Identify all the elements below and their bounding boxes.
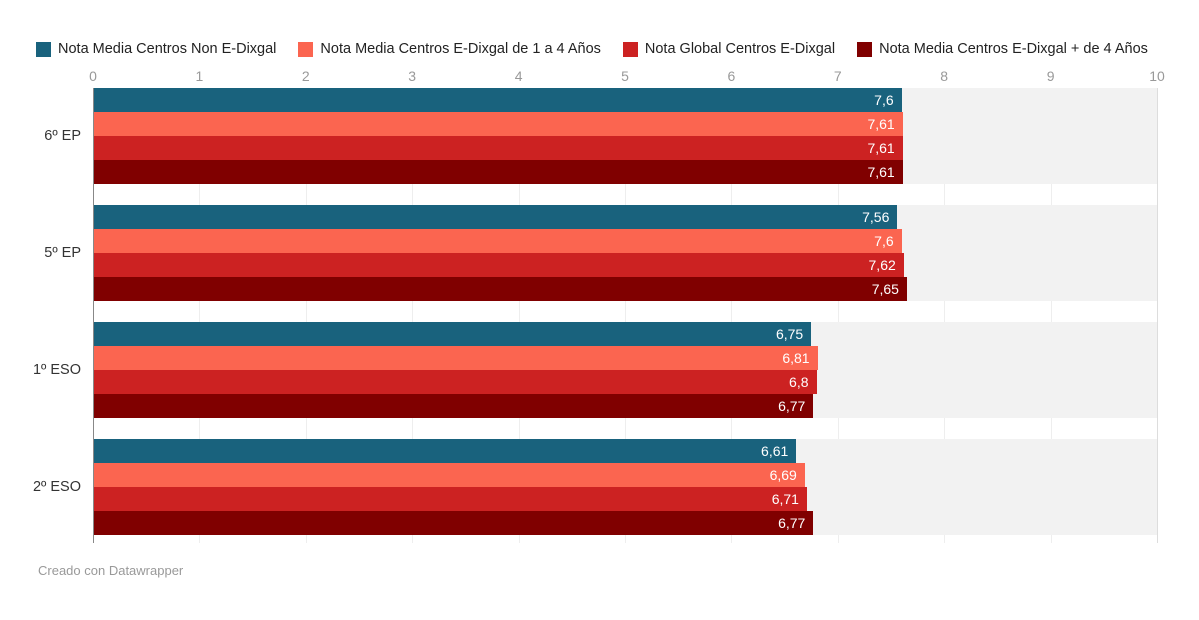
x-tick-label: 5 (621, 68, 629, 84)
bar-row: 7,61 (93, 136, 1157, 160)
bar-row: 7,65 (93, 277, 1157, 301)
plot-area: 0 1 2 3 4 5 6 7 8 9 10 7,6 7,61 7,61 7,61 7,56 7,6 7,62 7,… (89, 68, 1165, 543)
legend-swatch-global-edixgal (622, 41, 638, 57)
bar-row: 6,77 (93, 394, 1157, 418)
bar-row: 6,61 (93, 439, 1157, 463)
gridline-x-1 (199, 88, 201, 543)
bar-value-label: 7,6 (874, 92, 894, 108)
x-tick-label: 4 (514, 68, 523, 84)
bar-value-label: 6,77 (778, 398, 806, 414)
gridline-x-0 (93, 88, 94, 543)
bar[interactable]: 6,69 (93, 463, 805, 487)
category-label: 1º ESO (32, 362, 81, 378)
bar[interactable]: 7,61 (93, 136, 903, 160)
bar[interactable]: 7,62 (93, 253, 904, 277)
bar[interactable]: 6,71 (93, 487, 807, 511)
bar-row: 6,69 (93, 463, 1157, 487)
x-tick-label: 1 (195, 68, 204, 84)
legend-item[interactable]: Nota Media Centros E-Dixgal de 1 a 4 Año… (298, 41, 601, 57)
bar-row: 7,62 (93, 253, 1157, 277)
category-label: 6º EP (44, 128, 81, 144)
bar[interactable]: 6,77 (93, 394, 814, 418)
bar-group: 6,61 6,69 6,71 6,77 (93, 439, 1157, 535)
legend-item[interactable]: Nota Media Centros Non E-Dixgal (36, 41, 276, 57)
bar[interactable]: 7,6 (93, 229, 902, 253)
gridline-x-3 (412, 88, 414, 543)
x-tick-label: 0 (89, 68, 97, 84)
bar[interactable]: 7,61 (93, 160, 903, 184)
bar-value-label: 6,75 (775, 326, 804, 342)
x-tick-label: 8 (940, 68, 949, 84)
bar[interactable]: 7,56 (93, 205, 898, 229)
bar[interactable]: 6,8 (93, 370, 817, 394)
legend-swatch-non-edixgal (36, 41, 51, 57)
bar-group: 7,6 7,61 7,61 7,61 (93, 88, 1157, 184)
legend-item-label: Nota Media Centros Non E-Dixgal (58, 41, 277, 57)
bar-value-label: 7,61 (867, 116, 895, 132)
legend-item[interactable]: Nota Global Centros E-Dixgal (622, 41, 836, 57)
bar-value-label: 7,61 (867, 164, 895, 180)
x-tick-label: 10 (1149, 68, 1165, 84)
bar[interactable]: 6,77 (93, 511, 814, 535)
bar-group: 7,56 7,6 7,62 7,65 (93, 205, 1157, 301)
x-tick-label: 9 (1046, 68, 1055, 84)
gridline-x-5 (625, 88, 626, 543)
bar[interactable]: 7,6 (93, 88, 902, 112)
bar-value-label: 7,65 (871, 281, 899, 297)
bar-value-label: 6,8 (789, 374, 809, 390)
bar-row: 7,6 (93, 229, 1157, 253)
bar-row: 7,61 (93, 112, 1157, 136)
gridline-x-6 (731, 88, 733, 543)
bar-value-label: 6,77 (778, 515, 806, 531)
bar-row: 7,56 (93, 205, 1157, 229)
chart-legend: Nota Media Centros Non E-Dixgal Nota Medi… (36, 38, 1148, 60)
bar-value-label: 7,56 (862, 209, 890, 225)
bar-value-label: 6,81 (782, 350, 810, 366)
gridline-x-4 (518, 88, 520, 543)
bar-value-label: 7,62 (868, 257, 896, 273)
bar-value-label: 6,71 (771, 491, 799, 507)
chart-credit: Creado con Datawrapper (38, 563, 184, 578)
category-label: 5º EP (44, 245, 81, 261)
bar-row: 6,81 (93, 346, 1157, 370)
gridline-x-9 (1050, 88, 1052, 543)
bar[interactable]: 7,61 (93, 112, 903, 136)
gridline-x-10 (1157, 88, 1158, 543)
bar-row: 7,61 (93, 160, 1157, 184)
bar-row: 6,8 (93, 370, 1157, 394)
bar[interactable]: 6,75 (93, 322, 812, 346)
bar-row: 6,71 (93, 487, 1157, 511)
bar-value-label: 7,61 (867, 140, 895, 156)
legend-item[interactable]: Nota Media Centros E-Dixgal + de 4 Años (857, 41, 1148, 57)
x-tick-label: 3 (408, 68, 417, 84)
x-tick-label: 7 (833, 68, 842, 84)
bar-value-label: 6,61 (761, 443, 789, 459)
legend-item-label: Nota Global Centros E-Dixgal (644, 41, 836, 57)
bar-group: 6,75 6,81 6,8 6,77 (93, 322, 1157, 418)
legend-swatch-edixgal-mas-4 (857, 41, 873, 57)
bar-row: 6,75 (93, 322, 1157, 346)
gridline-x-7 (837, 88, 839, 543)
x-tick-label: 2 (301, 68, 310, 84)
bar[interactable]: 6,81 (93, 346, 818, 370)
bar[interactable]: 7,65 (93, 277, 907, 301)
legend-swatch-edixgal-1-4 (298, 41, 314, 57)
gridline-x-8 (944, 88, 946, 543)
x-tick-label: 6 (727, 68, 736, 84)
gridline-x-2 (305, 88, 307, 543)
bar[interactable]: 6,61 (93, 439, 797, 463)
bar-value-label: 6,69 (769, 467, 797, 483)
legend-item-label: Nota Media Centros E-Dixgal + de 4 Años (879, 41, 1148, 57)
category-label: 2º ESO (32, 479, 81, 495)
legend-item-label: Nota Media Centros E-Dixgal de 1 a 4 Año… (320, 41, 601, 57)
bar-row: 6,77 (93, 511, 1157, 535)
bar-value-label: 7,6 (874, 233, 894, 249)
category-axis: 6º EP 5º EP 1º ESO 2º ESO (0, 88, 93, 543)
bar-row: 7,6 (93, 88, 1157, 112)
